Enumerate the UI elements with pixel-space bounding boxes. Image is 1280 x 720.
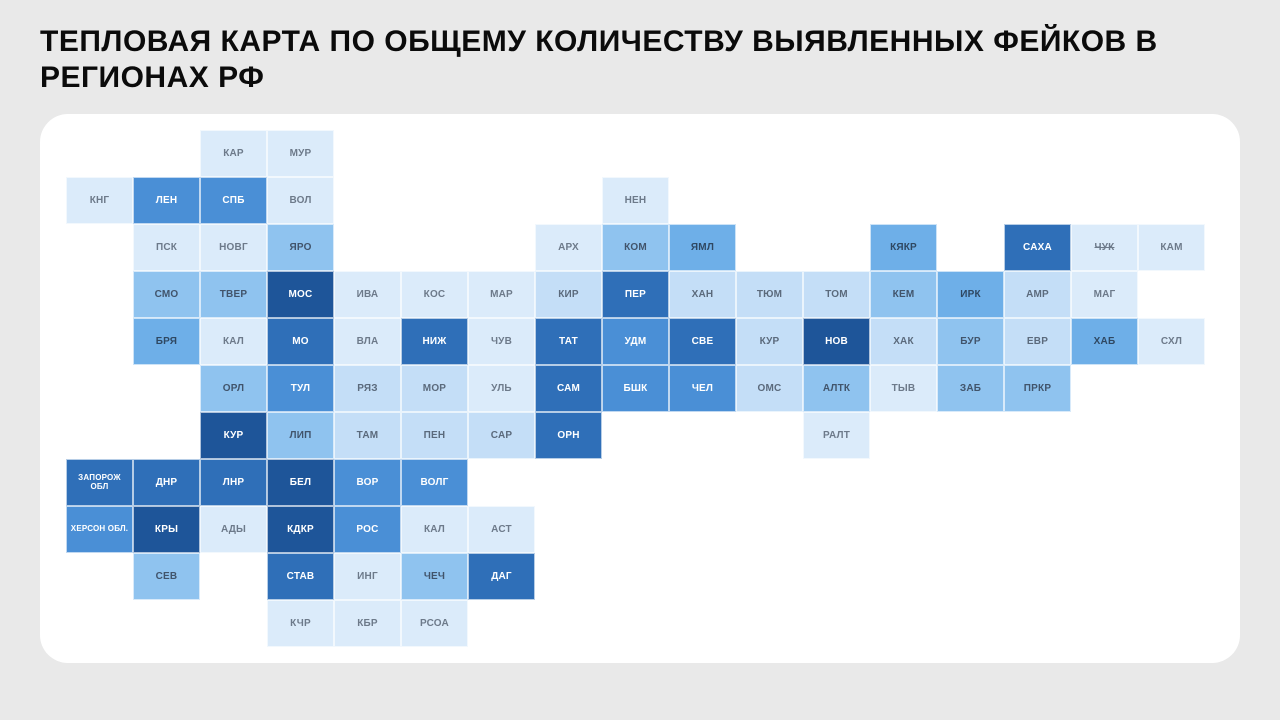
heatmap-cell: ТАТ: [535, 318, 602, 365]
heatmap-cell: ЯРО: [267, 224, 334, 271]
heatmap-cell: МАГ: [1071, 271, 1138, 318]
heatmap-cell: КОМ: [602, 224, 669, 271]
heatmap-cell: БШК: [602, 365, 669, 412]
heatmap-cell: КУР: [736, 318, 803, 365]
heatmap-cell: ХАН: [669, 271, 736, 318]
heatmap-cell: ЧУК: [1071, 224, 1138, 271]
heatmap-cell: ЧЕЧ: [401, 553, 468, 600]
heatmap-cell: ВОЛ: [267, 177, 334, 224]
heatmap-cell: КЧР: [267, 600, 334, 647]
heatmap-cell: САР: [468, 412, 535, 459]
heatmap-cell: МАР: [468, 271, 535, 318]
heatmap-cell: КИР: [535, 271, 602, 318]
heatmap-cell: ЛНР: [200, 459, 267, 506]
heatmap-cell: САХА: [1004, 224, 1071, 271]
heatmap-cell: МОС: [267, 271, 334, 318]
heatmap-cell: ТВЕР: [200, 271, 267, 318]
heatmap-cell: СВЕ: [669, 318, 736, 365]
heatmap-cell: КАЛ: [200, 318, 267, 365]
heatmap-cell: ЗАБ: [937, 365, 1004, 412]
heatmap-cell: ХАБ: [1071, 318, 1138, 365]
heatmap-cell: АЛТК: [803, 365, 870, 412]
heatmap-cell: ПЕН: [401, 412, 468, 459]
heatmap-cell: ДНР: [133, 459, 200, 506]
heatmap-cell: ЯМЛ: [669, 224, 736, 271]
heatmap-cell: ПРКР: [1004, 365, 1071, 412]
heatmap-cell: ХАК: [870, 318, 937, 365]
heatmap-cell: РСОА: [401, 600, 468, 647]
heatmap-cell: ИНГ: [334, 553, 401, 600]
heatmap-cell: ПЕР: [602, 271, 669, 318]
heatmap-cell: НИЖ: [401, 318, 468, 365]
heatmap-cell: ВОЛГ: [401, 459, 468, 506]
heatmap-cell: КДКР: [267, 506, 334, 553]
heatmap-cell: НОВ: [803, 318, 870, 365]
heatmap-cell: ТЫВ: [870, 365, 937, 412]
heatmap-cell: РОС: [334, 506, 401, 553]
heatmap-cell: МОР: [401, 365, 468, 412]
heatmap-cell: КРЫ: [133, 506, 200, 553]
heatmap-cell: ИВА: [334, 271, 401, 318]
heatmap-cell: ЛЕН: [133, 177, 200, 224]
heatmap-cell: РАЛТ: [803, 412, 870, 459]
heatmap-cell: СХЛ: [1138, 318, 1205, 365]
heatmap-cell: УДМ: [602, 318, 669, 365]
heatmap-cell: КАЛ: [401, 506, 468, 553]
heatmap-cell: АРХ: [535, 224, 602, 271]
heatmap-cell: ХЕРСОН ОБЛ.: [66, 506, 133, 553]
heatmap-cell: ЧЕЛ: [669, 365, 736, 412]
heatmap-cell: КУР: [200, 412, 267, 459]
heatmap-cell: КАР: [200, 130, 267, 177]
heatmap-cell: АСТ: [468, 506, 535, 553]
heatmap-cell: ЗАПОРОЖ ОБЛ: [66, 459, 133, 506]
heatmap-cell: СТАВ: [267, 553, 334, 600]
heatmap-cell: КЯКР: [870, 224, 937, 271]
heatmap-cell: УЛЬ: [468, 365, 535, 412]
heatmap-cell: ВОР: [334, 459, 401, 506]
heatmap-cell: БРЯ: [133, 318, 200, 365]
heatmap-cell: ЧУВ: [468, 318, 535, 365]
heatmap-cell: КЕМ: [870, 271, 937, 318]
heatmap-cell: КБР: [334, 600, 401, 647]
page-title: ТЕПЛОВАЯ КАРТА ПО ОБЩЕМУ КОЛИЧЕСТВУ ВЫЯВ…: [40, 24, 1240, 96]
heatmap-cell: МО: [267, 318, 334, 365]
heatmap-cell: ДАГ: [468, 553, 535, 600]
heatmap-cell: АДЫ: [200, 506, 267, 553]
heatmap-cell: ИРК: [937, 271, 1004, 318]
heatmap-grid: КАРМУР КНГЛЕНСПБВОЛ НЕН ПСКНОВГЯРО АРХКОМЯМЛ…: [66, 130, 1272, 647]
heatmap-cell: МУР: [267, 130, 334, 177]
heatmap-cell: СМО: [133, 271, 200, 318]
heatmap-cell: КНГ: [66, 177, 133, 224]
heatmap-cell: ТОМ: [803, 271, 870, 318]
heatmap-cell: ОМС: [736, 365, 803, 412]
heatmap-cell: БУР: [937, 318, 1004, 365]
heatmap-cell: ЛИП: [267, 412, 334, 459]
heatmap-cell: САМ: [535, 365, 602, 412]
heatmap-cell: АМР: [1004, 271, 1071, 318]
heatmap-cell: НЕН: [602, 177, 669, 224]
heatmap-cell: ТУЛ: [267, 365, 334, 412]
heatmap-cell: ЕВР: [1004, 318, 1071, 365]
heatmap-cell: РЯЗ: [334, 365, 401, 412]
heatmap-cell: КОС: [401, 271, 468, 318]
heatmap-cell: КАМ: [1138, 224, 1205, 271]
heatmap-cell: СЕВ: [133, 553, 200, 600]
heatmap-cell: ОРЛ: [200, 365, 267, 412]
heatmap-cell: ВЛА: [334, 318, 401, 365]
heatmap-cell: СПБ: [200, 177, 267, 224]
heatmap-cell: БЕЛ: [267, 459, 334, 506]
heatmap-cell: ПСК: [133, 224, 200, 271]
heatmap-cell: ОРН: [535, 412, 602, 459]
heatmap-cell: ТЮМ: [736, 271, 803, 318]
heatmap-cell: ТАМ: [334, 412, 401, 459]
heatmap-card: КАРМУР КНГЛЕНСПБВОЛ НЕН ПСКНОВГЯРО АРХКОМЯМЛ…: [40, 114, 1240, 663]
heatmap-cell: НОВГ: [200, 224, 267, 271]
